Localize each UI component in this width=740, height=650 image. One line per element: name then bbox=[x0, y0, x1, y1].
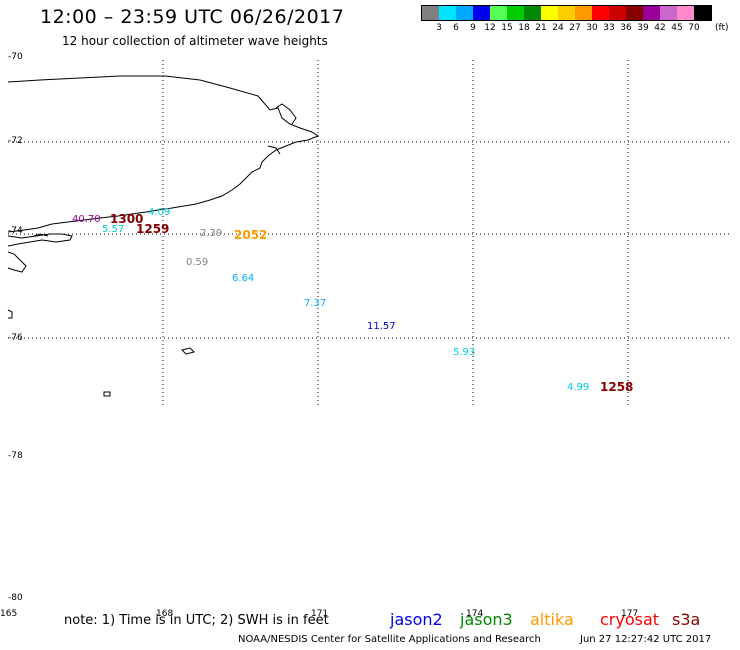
legend-swatch bbox=[694, 6, 711, 20]
legend-swatch bbox=[422, 6, 439, 20]
legend-swatch bbox=[558, 6, 575, 20]
lon-label-177: 177 bbox=[621, 609, 639, 619]
legend-label: 15 bbox=[501, 23, 513, 33]
legend-unit: (ft) bbox=[715, 23, 729, 33]
lat-label-74: -74 bbox=[8, 226, 23, 236]
wave-height-label: 7.37 bbox=[304, 298, 327, 309]
lat-label-78: -78 bbox=[8, 451, 23, 461]
time-label: 1300 bbox=[110, 212, 144, 226]
lon-label-174: 174 bbox=[466, 609, 484, 619]
legend-label: 36 bbox=[620, 23, 632, 33]
coastline bbox=[7, 75, 320, 397]
legend-swatch bbox=[524, 6, 541, 20]
map-title: 12:00 – 23:59 UTC 06/26/2017 bbox=[40, 6, 345, 28]
legend-swatch bbox=[575, 6, 592, 20]
legend-swatch bbox=[626, 6, 643, 20]
legend-swatch bbox=[541, 6, 558, 20]
wave-height-label: 4.09 bbox=[148, 207, 171, 218]
legend-swatch bbox=[660, 6, 677, 20]
lon-label-168: 168 bbox=[156, 609, 174, 619]
lat-label-70: -70 bbox=[8, 52, 23, 62]
lon-label-165: 165 bbox=[0, 609, 18, 619]
legend-label: 30 bbox=[586, 23, 598, 33]
wave-height-label: 4.99 bbox=[567, 382, 590, 393]
wave-height-label: 2.39 bbox=[200, 228, 223, 239]
wave-height-label: 5.93 bbox=[453, 347, 476, 358]
legend-swatches bbox=[421, 5, 712, 21]
legend-swatch bbox=[643, 6, 660, 20]
legend-label: 24 bbox=[552, 23, 564, 33]
lat-label-72: -72 bbox=[8, 136, 23, 146]
legend-label: 3 bbox=[436, 23, 442, 33]
satellite-cryosat: cryosat bbox=[600, 610, 660, 629]
wave-height-label: 6.64 bbox=[232, 273, 255, 284]
legend-label: 18 bbox=[518, 23, 530, 33]
legend-label: 70 bbox=[688, 23, 700, 33]
lat-label-76: -76 bbox=[8, 333, 23, 343]
legend-swatch bbox=[592, 6, 609, 20]
legend-swatch bbox=[456, 6, 473, 20]
footnote: note: 1) Time is in UTC; 2) SWH is in fe… bbox=[64, 613, 329, 628]
color-legend: (ft) 3 6 9 12 15 18 21 24 27 30 33 36 39 42 45 70 bbox=[421, 5, 729, 35]
legend-label: 27 bbox=[569, 23, 581, 33]
satellite-jason3: jason3 bbox=[460, 610, 513, 629]
legend-label: 9 bbox=[470, 23, 476, 33]
satellite-altika: altika bbox=[530, 610, 574, 629]
legend-swatch bbox=[507, 6, 524, 20]
footer-credit: NOAA/NESDIS Center for Satellite Applica… bbox=[238, 634, 541, 645]
legend-label: 42 bbox=[654, 23, 666, 33]
legend-swatch bbox=[473, 6, 490, 20]
legend-swatch bbox=[490, 6, 507, 20]
wave-height-label: 0.59 bbox=[186, 257, 209, 268]
time-label: 2052 bbox=[234, 228, 268, 242]
footer-date: Jun 27 12:27:42 UTC 2017 bbox=[580, 634, 712, 645]
legend-label: 45 bbox=[671, 23, 683, 33]
map-subtitle: 12 hour collection of altimeter wave hei… bbox=[62, 34, 328, 48]
time-label: 1259 bbox=[136, 222, 170, 236]
satellite-jason2: jason2 bbox=[390, 610, 443, 629]
legend-swatch bbox=[677, 6, 694, 20]
lon-label-171: 171 bbox=[311, 609, 329, 619]
legend-label: 21 bbox=[535, 23, 547, 33]
legend-swatch bbox=[439, 6, 456, 20]
legend-label: 33 bbox=[603, 23, 615, 33]
wave-height-label: 5.57 bbox=[102, 224, 125, 235]
legend-label: 6 bbox=[453, 23, 459, 33]
legend-label: 39 bbox=[637, 23, 649, 33]
wave-height-label: 11.57 bbox=[367, 321, 396, 332]
legend-labels: (ft) 3 6 9 12 15 18 21 24 27 30 33 36 39 42 45 70 bbox=[421, 21, 728, 35]
legend-label: 12 bbox=[484, 23, 496, 33]
lat-label-80: -80 bbox=[8, 593, 23, 603]
time-label: 1258 bbox=[600, 380, 634, 394]
satellite-s3a: s3a bbox=[672, 610, 701, 629]
legend-swatch bbox=[609, 6, 626, 20]
wave-height-label: 40.70 bbox=[72, 214, 101, 225]
grid-lines bbox=[8, 60, 732, 405]
